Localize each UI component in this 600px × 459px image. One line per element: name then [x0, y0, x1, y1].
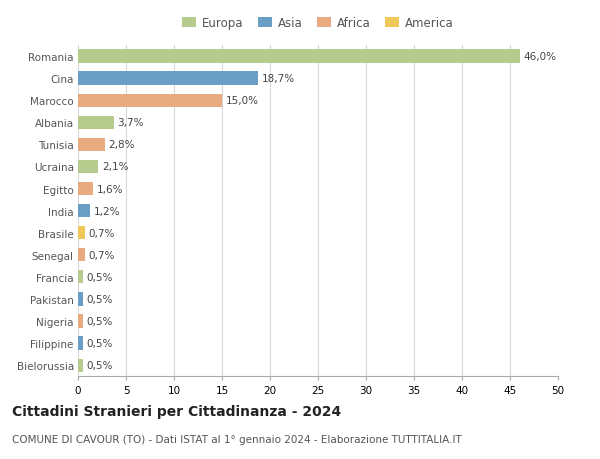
- Text: 1,2%: 1,2%: [94, 206, 120, 216]
- Bar: [78, 205, 89, 218]
- Bar: [78, 50, 520, 63]
- Text: 2,1%: 2,1%: [102, 162, 128, 172]
- Text: 0,5%: 0,5%: [86, 360, 113, 370]
- Text: 0,5%: 0,5%: [86, 294, 113, 304]
- Text: 46,0%: 46,0%: [523, 52, 556, 62]
- Text: COMUNE DI CAVOUR (TO) - Dati ISTAT al 1° gennaio 2024 - Elaborazione TUTTITALIA.: COMUNE DI CAVOUR (TO) - Dati ISTAT al 1°…: [12, 434, 462, 444]
- Text: 0,5%: 0,5%: [86, 338, 113, 348]
- Text: 0,7%: 0,7%: [89, 228, 115, 238]
- Bar: [78, 161, 98, 174]
- Text: 1,6%: 1,6%: [97, 184, 124, 194]
- Bar: [78, 227, 85, 240]
- Text: 3,7%: 3,7%: [118, 118, 144, 128]
- Text: 0,5%: 0,5%: [86, 272, 113, 282]
- Bar: [78, 95, 222, 107]
- Bar: [78, 73, 257, 85]
- Bar: [78, 139, 105, 151]
- Bar: [78, 249, 85, 262]
- Bar: [78, 183, 94, 196]
- Legend: Europa, Asia, Africa, America: Europa, Asia, Africa, America: [178, 12, 458, 34]
- Bar: [78, 117, 113, 129]
- Bar: [78, 359, 83, 372]
- Text: 15,0%: 15,0%: [226, 96, 259, 106]
- Bar: [78, 337, 83, 350]
- Bar: [78, 293, 83, 306]
- Text: 0,5%: 0,5%: [86, 316, 113, 326]
- Text: Cittadini Stranieri per Cittadinanza - 2024: Cittadini Stranieri per Cittadinanza - 2…: [12, 404, 341, 418]
- Bar: [78, 271, 83, 284]
- Text: 18,7%: 18,7%: [262, 74, 295, 84]
- Text: 2,8%: 2,8%: [109, 140, 135, 150]
- Bar: [78, 315, 83, 328]
- Text: 0,7%: 0,7%: [89, 250, 115, 260]
